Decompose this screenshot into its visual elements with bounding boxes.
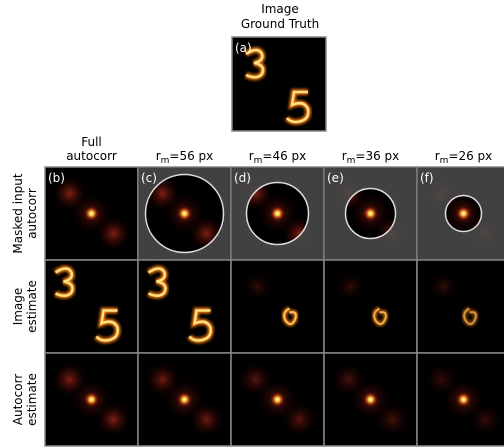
panel-label: (e) (327, 171, 344, 185)
center-peak (270, 392, 286, 408)
panel (417, 260, 504, 353)
header-sub: m (161, 156, 170, 166)
noise (244, 273, 272, 301)
center-peak (363, 392, 379, 408)
panel-bg (231, 260, 324, 353)
row-label-line: autocorr (25, 188, 39, 239)
panel-label: (f) (420, 171, 434, 185)
top-title: Image (261, 2, 299, 16)
header-rest: =56 px (169, 149, 213, 163)
row-label-line: estimate (25, 280, 39, 333)
center-peak (177, 392, 193, 408)
column-header: rm=56 px (156, 149, 214, 166)
center-peak (84, 392, 100, 408)
panel-bg (417, 260, 504, 353)
row-label-line: Masked input (11, 173, 25, 253)
noise (430, 273, 458, 301)
header-rest: =26 px (448, 149, 492, 163)
column-header: autocorr (66, 149, 117, 163)
panel-label: (d) (234, 171, 251, 185)
panel (231, 260, 324, 353)
panel-bg (324, 260, 417, 353)
panel (45, 260, 138, 353)
header-sub: m (254, 156, 263, 166)
top-title: Ground Truth (241, 17, 319, 31)
panel (138, 353, 231, 446)
panel (45, 353, 138, 446)
figure: Image Ground Truth Fullautocorr(b)rm=56 … (0, 0, 504, 448)
center-peak (456, 392, 472, 408)
row-label-line: Autocorr (11, 374, 25, 426)
header-sub: m (347, 156, 356, 166)
panel-label: (a) (235, 41, 252, 55)
row-label-line: Image (11, 288, 25, 326)
panel (324, 353, 417, 446)
panel (231, 353, 324, 446)
panel (324, 260, 417, 353)
panel: (f) (417, 167, 504, 260)
ground-truth-panel: (a) (232, 37, 326, 131)
panel: (d) (231, 167, 324, 260)
panel: (e) (324, 167, 417, 260)
header-rest: =46 px (262, 149, 306, 163)
center-peak (84, 206, 100, 222)
column-header: Full (81, 135, 102, 149)
column-header: rm=26 px (435, 149, 493, 166)
row-label-line: estimate (25, 373, 39, 426)
header-sub: m (440, 156, 449, 166)
panel-bg (45, 260, 138, 353)
panel (417, 353, 504, 446)
header-rest: =36 px (355, 149, 399, 163)
column-header: rm=36 px (342, 149, 400, 166)
panel-label: (b) (48, 171, 65, 185)
panel-bg (138, 260, 231, 353)
panel: (b) (45, 167, 138, 260)
noise (337, 273, 365, 301)
panel-label: (c) (141, 171, 157, 185)
panel (138, 260, 231, 353)
panel: (c) (138, 167, 231, 260)
column-header: rm=46 px (249, 149, 307, 166)
